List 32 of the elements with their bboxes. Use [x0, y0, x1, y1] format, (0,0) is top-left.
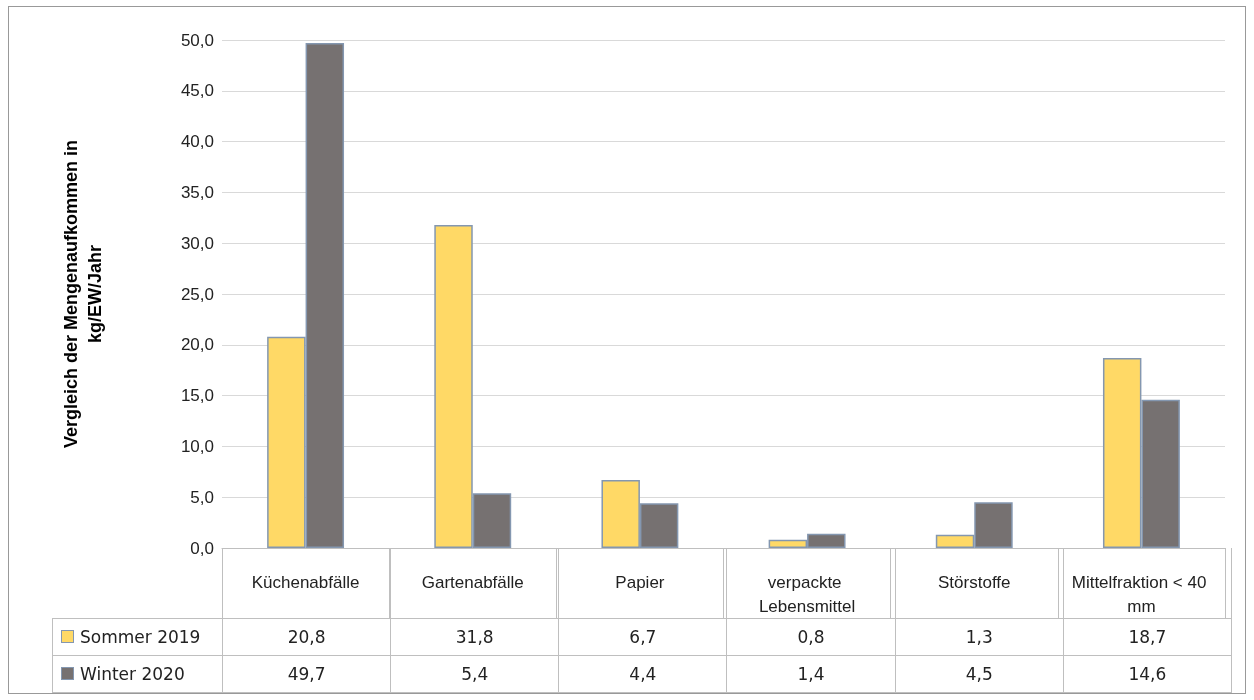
- data-label: 31,8: [390, 618, 559, 656]
- x-tick-label: Gartenabfälle: [421, 572, 524, 592]
- data-label: 14,6: [1063, 655, 1232, 693]
- data-label: 5,4: [390, 655, 559, 693]
- x-tick-label: Papier: [615, 572, 665, 592]
- data-label: 49,7: [222, 655, 391, 693]
- y-tick-label: 50,0: [180, 30, 214, 50]
- y-tick-label: 0,0: [190, 538, 214, 558]
- legend-label: Winter 2020: [52, 655, 223, 693]
- x-tick-label: Mittelfraktion < 40 mm: [1071, 572, 1212, 616]
- y-tick-label: 5,0: [190, 487, 214, 507]
- y-tick-label: 20,0: [180, 335, 214, 355]
- y-tick-label: 25,0: [180, 284, 214, 304]
- data-label: 6,7: [558, 618, 727, 656]
- y-tick-label: 45,0: [180, 81, 214, 101]
- data-label: 18,7: [1063, 618, 1232, 656]
- x-tick-label: verpackte Lebensmittel: [758, 572, 856, 616]
- y-tick-label: 40,0: [180, 132, 214, 152]
- data-label: 0,8: [726, 618, 896, 656]
- y-axis-title: Vergleich der Mengenaufkommen in kg/EW/Jahr: [61, 139, 105, 449]
- data-label: 4,4: [558, 655, 727, 693]
- y-tick-label: 10,0: [180, 436, 214, 456]
- y-tick-label: 30,0: [180, 233, 214, 253]
- data-label: 20,8: [222, 618, 391, 656]
- data-label: 1,3: [895, 618, 1064, 656]
- y-tick-label: 15,0: [180, 386, 214, 406]
- y-tick-label: 35,0: [180, 182, 214, 202]
- x-tick-label: Küchenabfälle: [251, 572, 360, 592]
- x-tick-label: Störstoffe: [938, 572, 1011, 592]
- data-label: 1,4: [726, 655, 896, 693]
- legend-label: Sommer 2019: [52, 618, 223, 656]
- data-label: 4,5: [895, 655, 1064, 693]
